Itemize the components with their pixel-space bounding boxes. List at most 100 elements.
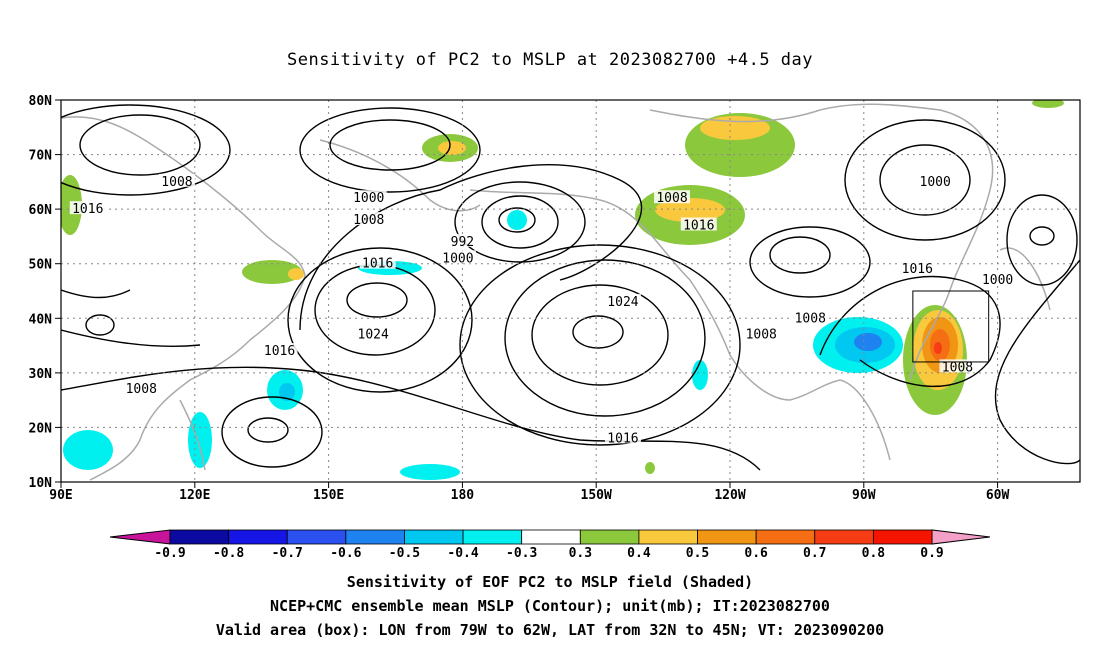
contour-label-bg	[917, 173, 954, 187]
contour-label-bg	[604, 293, 641, 307]
caption-line-3: Valid area (box): LON from 79W to 62W, L…	[215, 621, 885, 639]
lon-label: 180	[451, 488, 475, 503]
colorbar-tick-label: 0.6	[744, 546, 768, 561]
contour-label-bg	[448, 233, 477, 247]
contour-labels: 1008101610001008101610241016100899210001…	[69, 173, 1016, 446]
caption-line-1: Sensitivity of EOF PC2 to MSLP field (Sh…	[346, 573, 754, 591]
lat-label: 80N	[29, 94, 53, 109]
colorbar-tick-label: -0.6	[330, 546, 361, 561]
latitude-labels: 80N 70N 60N 50N 40N 30N 20N 10N	[29, 94, 53, 491]
caption-line-2: NCEP+CMC ensemble mean MSLP (Contour); u…	[270, 597, 830, 615]
contour-label: 1016	[72, 202, 103, 217]
colorbar-tick-label: -0.3	[506, 546, 537, 561]
contour-label-bg	[604, 430, 641, 444]
contour-label: 1008	[942, 360, 973, 375]
lon-label: 90E	[49, 488, 72, 503]
colorbar-tick-label: 0.7	[803, 546, 826, 561]
valid-area-box	[912, 290, 990, 363]
contour-label: 1016	[683, 219, 714, 234]
lon-label: 60W	[986, 488, 1010, 503]
colorbar-cell	[404, 529, 464, 545]
colorbar-cell	[697, 529, 757, 545]
colorbar-cell	[169, 529, 230, 545]
lat-label: 20N	[29, 421, 53, 436]
lon-label: 150W	[581, 488, 612, 503]
contour-label-bg	[359, 255, 396, 269]
colorbar-cell	[872, 529, 933, 545]
contour-label: 1000	[982, 273, 1013, 288]
contour-label-bg	[439, 250, 476, 264]
lat-label: 30N	[29, 367, 53, 382]
contour-label-bg	[355, 326, 392, 340]
colorbar: -0.9 -0.8 -0.7 -0.6 -0.5 -0.4 -0.3 0.3 0.4 0.5 0.6…	[109, 529, 991, 561]
contour-label-bg	[979, 272, 1016, 286]
contour-label-bg	[158, 173, 195, 187]
contour-label-bg	[350, 212, 387, 226]
contour-label: 1008	[353, 213, 384, 228]
contour-label-bg	[261, 343, 298, 357]
contour-label-bg	[792, 310, 829, 324]
contour-label: 1000	[353, 191, 384, 206]
colorbar-high-arrow	[931, 529, 991, 545]
contour-label-bg	[654, 190, 691, 204]
lat-label: 40N	[29, 312, 53, 327]
lat-label: 60N	[29, 203, 53, 218]
contour-label-bg	[350, 190, 387, 204]
lat-label: 70N	[29, 149, 53, 164]
colorbar-cell	[638, 529, 698, 545]
contour-label: 1016	[362, 257, 393, 272]
contour-label: 1016	[902, 262, 933, 277]
colorbar-tick-label: 0.5	[686, 546, 709, 561]
contour-label: 1016	[607, 431, 638, 446]
contour-label-bg	[69, 201, 106, 215]
contour-label: 1008	[656, 191, 687, 206]
colorbar-tick-label: 0.8	[862, 546, 886, 561]
contour-label: 1000	[442, 251, 473, 266]
colorbar-tick-label: -0.4	[447, 546, 478, 561]
lat-label: 50N	[29, 258, 53, 273]
contour-label-bg	[743, 326, 780, 340]
mslp-contours	[61, 104, 1080, 471]
contour-label-bg	[939, 359, 976, 373]
contour-label: 1000	[920, 175, 951, 190]
contour-label-bg	[899, 261, 936, 275]
colorbar-cell	[228, 529, 288, 545]
lon-label: 120E	[179, 488, 210, 503]
contour-label: 992	[451, 235, 474, 250]
lat-lon-grid	[61, 100, 1080, 482]
contour-label: 1008	[161, 175, 192, 190]
colorbar-cell	[345, 529, 405, 545]
coastlines	[61, 103, 1051, 481]
colorbar-tick-label: -0.5	[389, 546, 420, 561]
colorbar-cell	[286, 529, 347, 545]
colorbar-tick-label: -0.9	[154, 546, 185, 561]
contour-label-bg	[123, 381, 160, 395]
colorbar-cell	[755, 529, 816, 545]
colorbar-tick-label: 0.4	[627, 546, 651, 561]
colorbar-tick-label: -0.7	[272, 546, 303, 561]
colorbar-cell	[814, 529, 874, 545]
contour-label: 1008	[795, 311, 826, 326]
colorbar-cell	[462, 529, 523, 545]
plot-title: Sensitivity of PC2 to MSLP at 2023082700…	[286, 50, 813, 70]
lon-label: 90W	[852, 488, 876, 503]
colorbar-tick-label: -0.8	[213, 546, 244, 561]
colorbar-cell	[579, 529, 640, 545]
axis-ticks	[55, 99, 999, 488]
contour-label: 1008	[126, 382, 157, 397]
contour-label: 1016	[264, 344, 295, 359]
plot-frame	[60, 99, 1081, 483]
colorbar-tick-label: 0.3	[569, 546, 592, 561]
lon-label: 120W	[714, 488, 745, 503]
colorbar-cell	[521, 529, 581, 545]
contour-label: 1008	[746, 328, 777, 343]
longitude-labels: 90E 120E 150E 180 150W 120W 90W 60W	[49, 488, 1009, 503]
plot-area	[61, 100, 1080, 482]
colorbar-tick-label: 0.9	[920, 546, 943, 561]
contour-label: 1024	[607, 295, 638, 310]
lon-label: 150E	[313, 488, 344, 503]
contour-label-bg	[680, 217, 717, 231]
contour-label: 1024	[358, 328, 389, 343]
colorbar-low-arrow	[109, 529, 171, 545]
lat-label: 10N	[29, 476, 53, 491]
